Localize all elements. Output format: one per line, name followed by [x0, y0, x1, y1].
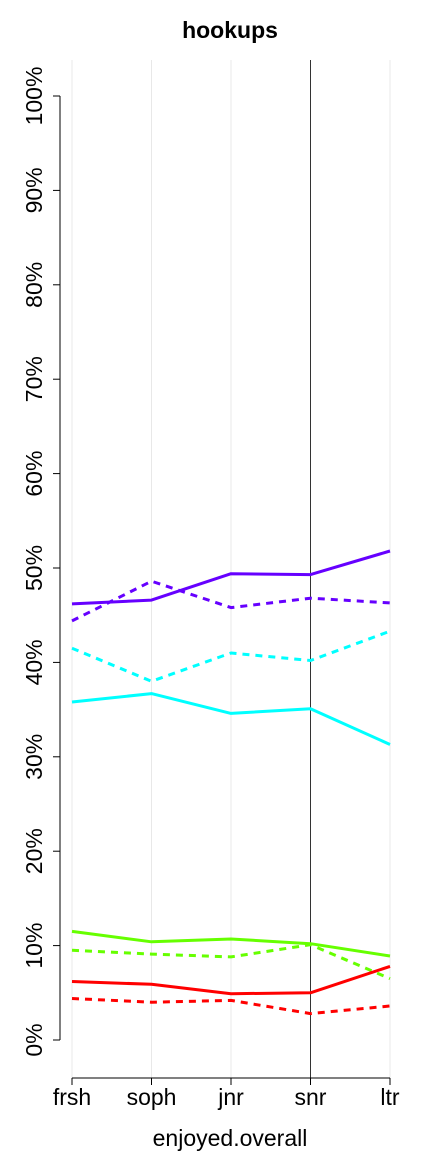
series-line-8	[71, 997, 391, 1016]
y-tick-label-10: 10%	[21, 923, 47, 969]
x-tick-label-frsh: frsh	[53, 1084, 91, 1110]
x-tick-label-snr: snr	[295, 1084, 327, 1110]
series-lines	[71, 549, 391, 1016]
x-axis-title: enjoyed.overall	[153, 1125, 308, 1151]
vertical-grid-lines	[71, 60, 391, 1078]
y-tick-label-50: 50%	[21, 545, 47, 591]
y-tick-label-60: 60%	[21, 451, 47, 497]
series-line-3	[71, 629, 391, 683]
y-tick-label-90: 90%	[21, 167, 47, 213]
series-line-7	[71, 964, 391, 996]
x-tick-label-soph: soph	[127, 1084, 177, 1110]
series-line-2	[71, 579, 391, 623]
y-tick-label-70: 70%	[21, 356, 47, 402]
y-tick-label-30: 30%	[21, 734, 47, 780]
chart-title: hookups	[182, 17, 278, 43]
y-tick-label-100: 100%	[21, 67, 47, 126]
y-tick-label-40: 40%	[21, 639, 47, 685]
y-axis: 0% 10% 20% 30% 40% 50% 60% 70% 80% 90% 100%	[21, 67, 61, 1057]
series-line-4	[71, 692, 391, 746]
x-axis: frsh soph jnr snr ltr	[53, 1077, 400, 1110]
series-line-1	[71, 549, 391, 606]
y-tick-label-80: 80%	[21, 262, 47, 308]
x-tick-label-ltr: ltr	[380, 1084, 400, 1110]
y-tick-label-0: 0%	[21, 1023, 47, 1056]
series-line-6	[71, 943, 391, 980]
series-line-5	[71, 929, 391, 958]
x-tick-label-jnr: jnr	[217, 1084, 244, 1110]
y-tick-label-20: 20%	[21, 828, 47, 874]
